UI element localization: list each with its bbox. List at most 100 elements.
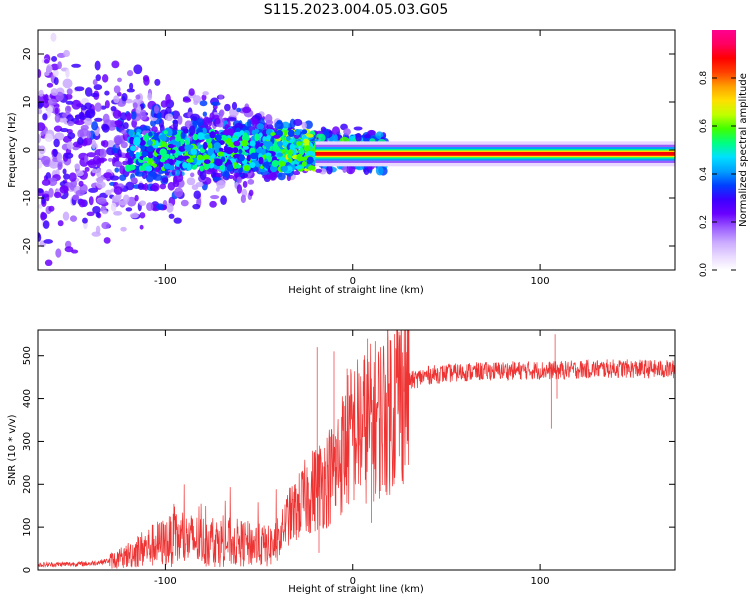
heatmap-cell [111,195,121,203]
heatmap-cell [114,161,123,168]
heatmap-cell [286,135,291,141]
heatmap-cell [51,55,58,62]
heatmap-cell [121,93,128,102]
heatmap-cell [119,174,127,181]
heatmap-cell [159,158,166,163]
heatmap-cell [225,159,231,166]
heatmap-cell [226,164,234,172]
heatmap-cell [171,169,176,176]
colorbar-gradient [712,30,736,270]
heatmap-cell [128,129,134,137]
heatmap-cell [139,200,147,206]
heatmap-cell [256,123,265,130]
heatmap-cell [130,177,138,184]
heatmap-cell [46,82,54,88]
heatmap-cell [195,182,204,188]
heatmap-cell [146,202,154,211]
heatmap-cell [80,124,89,131]
heatmap-cell [207,148,213,157]
y-tick-label: 300 [22,432,33,451]
heatmap-cell [38,203,43,209]
heatmap-cell [165,93,171,104]
heatmap-cell [235,164,242,169]
heatmap-cell [94,60,101,71]
heatmap-cell [151,126,158,133]
heatmap-cell [91,139,97,150]
heatmap-cell [57,61,62,70]
heatmap-cell [249,117,258,125]
heatmap-cell [90,92,99,98]
heatmap-cell [304,145,311,150]
spectrogram-x-ticks: -100 0 100 [154,30,550,287]
heatmap-cell [38,108,43,115]
heatmap-cell [276,152,283,157]
heatmap-cell [212,176,222,182]
y-tick-label: 200 [22,475,33,494]
colorbar-ticks: 0.0 0.2 0.4 0.6 0.8 [699,71,736,277]
heatmap-cell [174,152,179,158]
heatmap-cell [50,63,60,71]
heatmap-cell [316,133,323,138]
heatmap-cell [273,143,279,151]
heatmap-cell [127,157,132,165]
heatmap-cell [67,132,76,140]
heatmap-cell [95,181,106,189]
heatmap-cell [277,172,286,181]
heatmap-cell [273,134,281,139]
heatmap-line-peak [615,152,630,156]
heatmap-cell [367,129,376,136]
heatmap-cell [75,170,84,177]
y-tick-label: 500 [22,346,33,365]
heatmap-cell [165,113,174,122]
heatmap-cell [301,121,307,130]
heatmap-cell [301,129,308,135]
heatmap-cell [189,125,196,136]
heatmap-cell [174,136,182,142]
heatmap-cell [65,68,70,78]
heatmap-cell [72,194,80,201]
heatmap-cell [38,188,44,193]
heatmap-cell [66,141,74,150]
heatmap-cell [135,151,140,160]
heatmap-cell [190,113,200,121]
heatmap-cell [172,119,179,129]
heatmap-cell [85,108,96,119]
heatmap-cell [170,149,176,154]
heatmap-cell [203,159,211,164]
heatmap-cell [209,200,217,208]
heatmap-cell [161,177,169,183]
heatmap-cell [225,147,234,155]
heatmap-cell [42,220,50,229]
x-tick-label: 0 [350,276,356,287]
heatmap-cell [178,145,186,152]
heatmap-cell [331,126,341,136]
snr-x-axis-label: Height of straight line (km) [288,584,424,595]
y-tick-label: 20 [22,48,33,61]
heatmap-cell [307,165,316,171]
heatmap-cell [282,140,288,148]
heatmap-cell [189,172,195,178]
heatmap-cell [264,114,273,124]
heatmap-cell [71,63,82,68]
heatmap-cell [180,199,189,207]
heatmap-cell [238,149,243,154]
heatmap-cell [138,165,144,171]
heatmap-cell [78,199,86,208]
heatmap-cell [226,137,232,146]
heatmap-cell [82,217,88,224]
heatmap-cell [55,248,62,258]
heatmap-cell [239,130,245,136]
heatmap-cell [262,174,272,179]
heatmap-line-peak [525,152,540,156]
heatmap-cell [101,210,109,215]
heatmap-cell [137,182,145,191]
x-tick-label: 100 [531,576,550,587]
heatmap-cell [274,121,284,131]
heatmap-cell [104,90,110,96]
heatmap-cell [40,131,45,137]
heatmap-cell [113,85,121,94]
heatmap-cell [88,187,99,193]
heatmap-cell [249,161,256,169]
heatmap-cell [147,92,153,101]
